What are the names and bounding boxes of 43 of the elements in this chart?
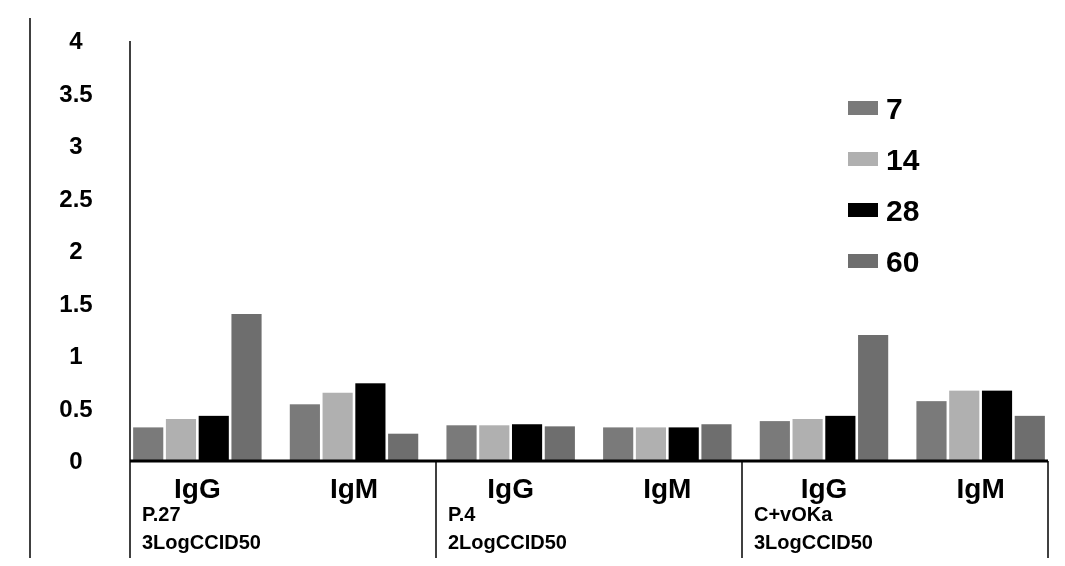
bar xyxy=(388,433,419,461)
text: 3LogCCID50 xyxy=(754,531,873,553)
y-tick-label: 1.5 xyxy=(59,289,93,317)
bar xyxy=(231,314,262,461)
y-tick-label: 3 xyxy=(69,132,83,160)
x-tick-label: IgG xyxy=(800,473,848,504)
y-tick-label: 1 xyxy=(69,342,83,370)
bar xyxy=(858,335,889,461)
y-tick-label: 2 xyxy=(69,237,83,265)
y-tick-label: 3.5 xyxy=(59,79,93,107)
legend-label: 60 xyxy=(886,244,920,278)
bar xyxy=(133,427,164,461)
x-tick-label: IgM xyxy=(956,473,1005,504)
bar xyxy=(759,421,790,461)
y-tick-label: 0 xyxy=(69,447,83,475)
legend-label: 14 xyxy=(886,142,920,176)
x-tick-label: IgM xyxy=(643,473,692,504)
bar xyxy=(446,425,477,461)
bar xyxy=(792,419,823,461)
bar xyxy=(949,390,980,461)
bar xyxy=(701,424,732,461)
bar xyxy=(289,404,320,461)
y-tick-label: 0.5 xyxy=(59,394,93,422)
bar xyxy=(1014,415,1045,461)
legend-label: 28 xyxy=(886,193,920,227)
legend-label: 7 xyxy=(886,91,903,125)
x-tick-label: IgG xyxy=(174,473,221,504)
bar xyxy=(165,419,197,461)
text: C+vOKa xyxy=(754,503,834,525)
text: 2LogCCID50 xyxy=(448,531,567,553)
y-tick-label: 4 xyxy=(69,27,84,55)
bar xyxy=(635,427,667,461)
text: P.4 xyxy=(448,503,477,525)
x-tick-label: IgG xyxy=(487,473,535,504)
x-tick-label: IgM xyxy=(329,473,379,504)
y-tick-label: 2.5 xyxy=(59,184,93,212)
bar xyxy=(603,427,634,461)
bar xyxy=(916,401,947,461)
bar xyxy=(479,425,510,461)
text: P.27 xyxy=(142,503,181,525)
bar xyxy=(322,392,353,461)
bar xyxy=(544,426,575,461)
text: 3LogCCID50 xyxy=(142,531,261,553)
